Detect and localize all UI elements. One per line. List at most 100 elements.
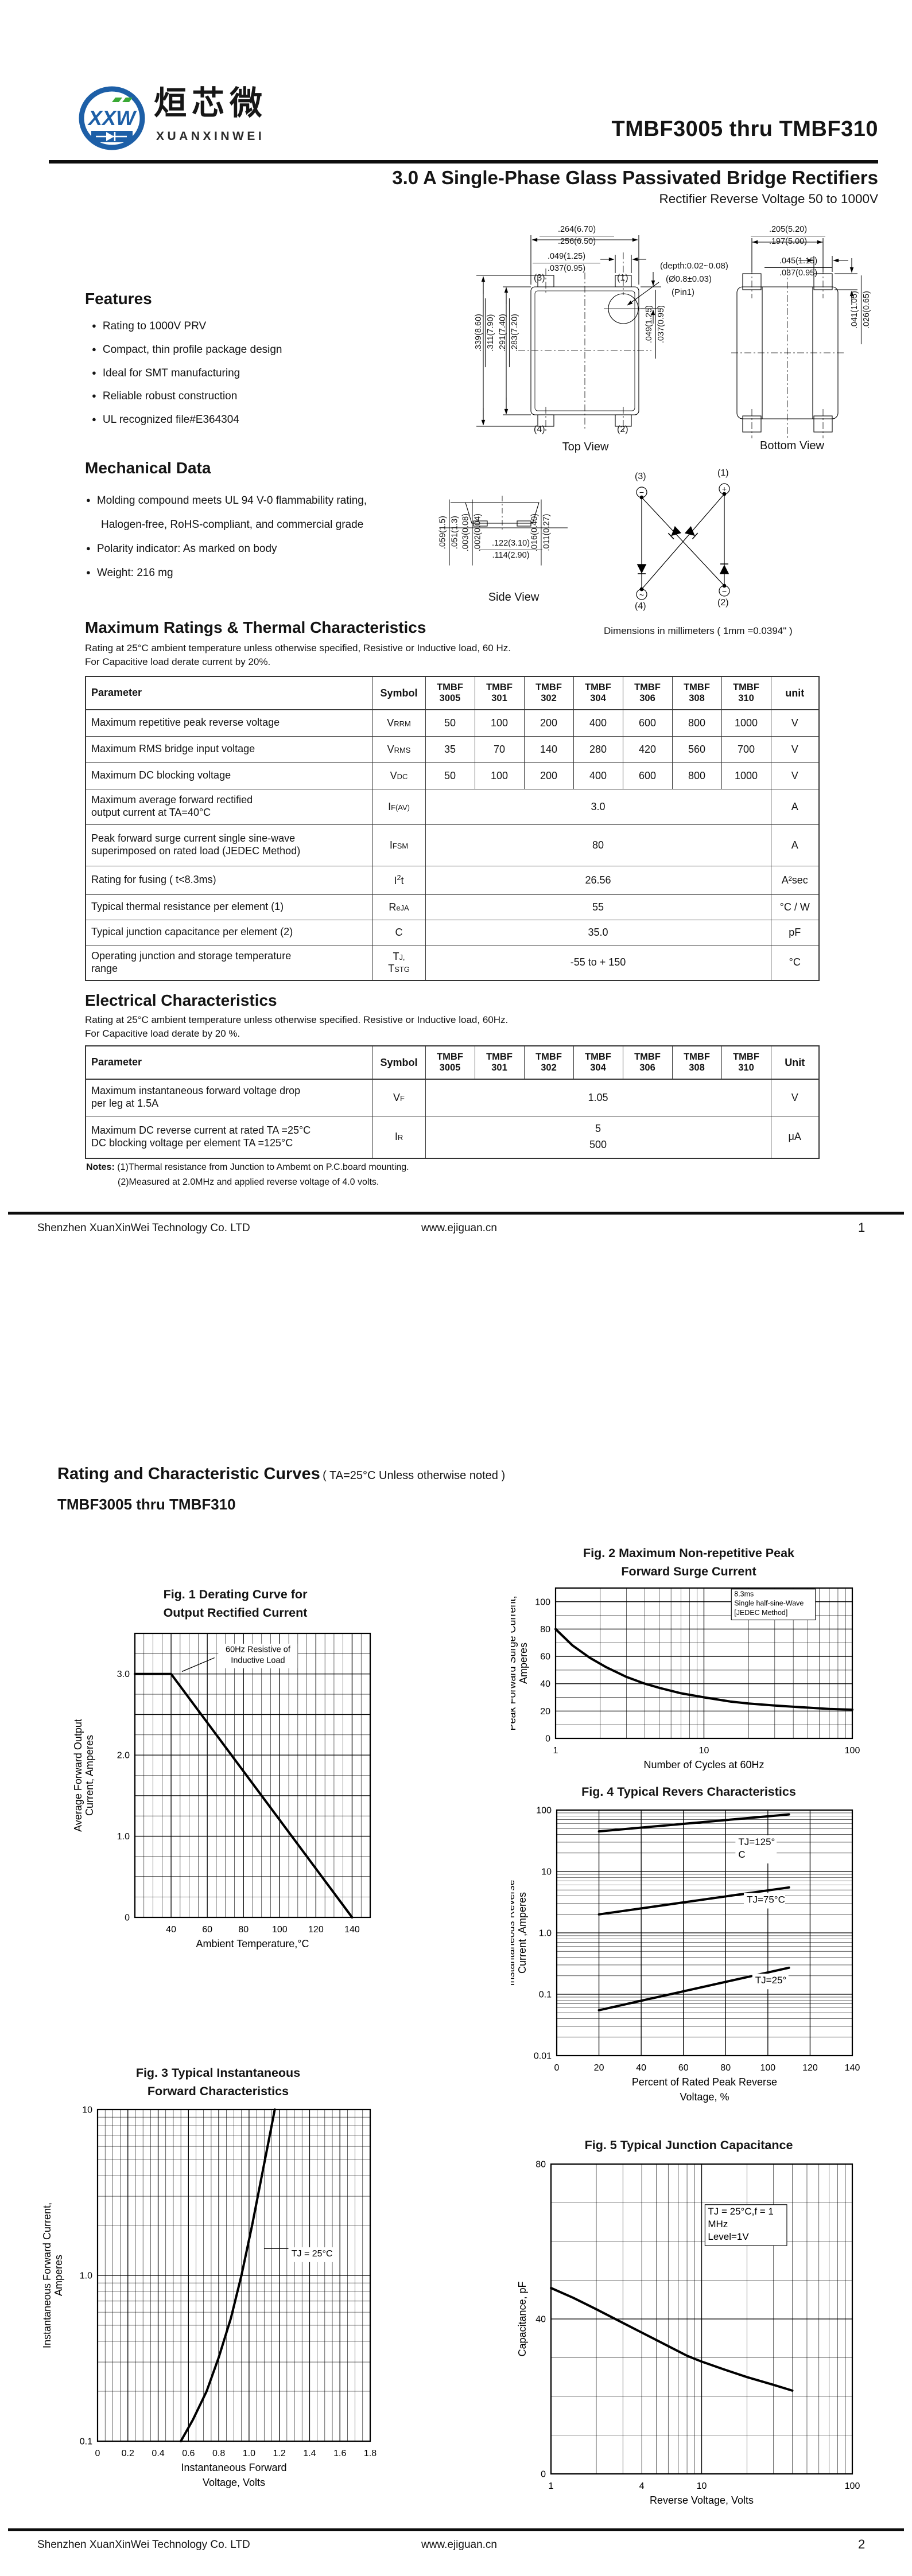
bullet-icon: ●	[86, 568, 91, 577]
side-view-label: Side View	[488, 591, 540, 604]
svg-text:1: 1	[549, 2481, 554, 2491]
svg-text:10: 10	[82, 2106, 92, 2115]
svg-text:0: 0	[95, 2449, 100, 2458]
bullet-icon: ●	[92, 415, 96, 423]
dimensions-note: Dimensions in millimeters ( 1mm =0.0394"…	[604, 625, 793, 636]
ratings-heading: Maximum Ratings & Thermal Characteristic…	[85, 618, 426, 636]
cell-unit: °C / W	[770, 894, 820, 920]
cell-parameter: Maximum average forward rectified output …	[85, 788, 373, 825]
sideview-height-dim: .059(1.5) .051(1.3)	[437, 499, 460, 566]
svg-text:1.4: 1.4	[303, 2449, 316, 2458]
cell-value: 100	[474, 762, 525, 789]
topview-width-dim: .264(6.70) .256(6.50)	[540, 224, 614, 247]
cell-unit: pF	[770, 919, 820, 945]
svg-text:120: 120	[308, 1925, 324, 1935]
pin-label-3: (3)	[534, 273, 545, 283]
bottom-view-drawing	[724, 218, 862, 459]
table-row: Rating for fusing ( t<8.3ms) I2t 26.56 A²se…	[85, 865, 820, 895]
notes-line-1: Notes: (1)Thermal resistance from Juncti…	[86, 1162, 409, 1172]
svg-text:20: 20	[594, 2063, 604, 2073]
spec-table: Parameter Symbol TMBF 3005 TMBF 301 TMBF 302 TMB…	[85, 676, 820, 981]
cell-value: 400	[573, 709, 623, 737]
mechanical-item: ● Weight: 216 mg	[86, 567, 173, 579]
svg-text:Amperes: Amperes	[518, 1643, 529, 1684]
svg-text:Capacitance, pF: Capacitance, pF	[517, 2281, 528, 2356]
cell-parameter: Maximum repetitive peak reverse voltage	[85, 709, 373, 737]
cell-unit: V	[770, 1079, 820, 1116]
svg-text:40: 40	[540, 1679, 550, 1689]
svg-text:Inductive Load: Inductive Load	[231, 1656, 285, 1665]
svg-text:Instantaneous Forward Current,: Instantaneous Forward Current,	[41, 2203, 53, 2348]
header-rule	[49, 160, 878, 164]
col-parameter: Parameter	[85, 676, 373, 710]
cell-value: 560	[672, 736, 722, 763]
svg-text:0.4: 0.4	[152, 2449, 164, 2458]
cell-value-span: -55 to + 150	[425, 944, 771, 981]
cell-symbol: VDC	[372, 762, 426, 789]
cell-value: 50	[425, 709, 475, 737]
side-view-geometry	[443, 496, 568, 530]
table-row: Maximum average forward rectified output …	[85, 788, 820, 825]
cell-unit: °C	[770, 944, 820, 981]
bullet-icon: ●	[92, 391, 96, 400]
cell-parameter: Maximum DC reverse current at rated TA =…	[85, 1115, 373, 1159]
cell-unit: A²sec	[770, 865, 820, 895]
top-view-geometry	[476, 235, 661, 433]
col-model: TMBF 304	[573, 676, 623, 710]
cell-value: 140	[523, 736, 574, 763]
cell-value: 200	[523, 709, 574, 737]
features-heading: Features	[85, 290, 152, 308]
cell-value-span: 55	[425, 894, 771, 920]
footer-rule	[8, 1212, 904, 1215]
axis-ticks: 1 4 10 100 80 40 0	[535, 2160, 860, 2492]
svg-text:[JEDEC Method]: [JEDEC Method]	[734, 1609, 787, 1617]
col-model: TMBF 3005	[425, 1045, 475, 1080]
ratings-condition-2: For Capacitive load derate current by 20…	[85, 656, 271, 667]
topview-pin-dim: .049(1.25) .037(0.95)	[533, 251, 600, 274]
series-Cj	[550, 2287, 794, 2392]
cell-value-span: 80	[425, 824, 771, 866]
svg-text:0.6: 0.6	[182, 2449, 195, 2458]
cell-symbol: IFSM	[372, 824, 426, 866]
electrical-table-mount: Parameter Symbol TMBF 3005 TMBF 301 TMBF 302 TMB…	[85, 1045, 820, 1159]
notes-line-2: (2)Measured at 2.0MHz and applied revers…	[118, 1177, 379, 1187]
cell-parameter: Peak forward surge current single sine-w…	[85, 824, 373, 866]
bullet-icon: ●	[86, 496, 91, 504]
svg-text:TJ = 25°C,f = 1: TJ = 25°C,f = 1	[708, 2206, 774, 2217]
series-TJ=125°C	[597, 1813, 790, 1833]
topview-pin-right-dim: .049(1.25) .037(0.95)	[643, 290, 667, 359]
feature-item: ● Rating to 1000V PRV	[92, 320, 207, 332]
top-view-drawing	[459, 218, 666, 459]
col-model: TMBF 302	[523, 1045, 574, 1080]
footer-company: Shenzhen XuanXinWei Technology Co. LTD	[37, 2539, 250, 2551]
cell-value: 200	[523, 762, 574, 789]
svg-text:Instantaneous Forward: Instantaneous Forward	[181, 2462, 286, 2473]
cell-unit: A	[770, 824, 820, 866]
cell-value: 400	[573, 762, 623, 789]
svg-text:60: 60	[540, 1652, 550, 1662]
svg-text:60: 60	[202, 1925, 212, 1935]
curves-heading: Rating and Characteristic Curves ( TA=25…	[57, 1465, 506, 1483]
svg-text:2.0: 2.0	[117, 1751, 130, 1761]
page-number: 1	[858, 1220, 866, 1235]
fig2-svg: 8.3ms Single half-sine-Wave[JEDEC Method]…	[506, 1587, 860, 1770]
mechanical-item: Halogen-free, RoHS-compliant, and commer…	[101, 519, 364, 531]
cell-parameter: Typical thermal resistance per element (…	[85, 894, 373, 920]
cell-parameter: Operating junction and storage temperatu…	[85, 944, 373, 981]
svg-text:0: 0	[541, 2470, 546, 2480]
schematic-pin-2: (2)	[717, 598, 729, 608]
table-row: Maximum repetitive peak reverse voltage V…	[85, 709, 820, 737]
svg-text:1.0: 1.0	[80, 2271, 92, 2281]
svg-text:TJ=25°: TJ=25°	[755, 1975, 787, 1986]
ratings-condition-1: Rating at 25°C ambient temperature unles…	[85, 643, 511, 653]
bottomview-pin-dim: .045(1.15) .037(0.95)	[764, 256, 832, 279]
bridge-schematic: − + ~ ~	[620, 483, 746, 604]
table-row: Operating junction and storage temperatu…	[85, 944, 820, 981]
svg-text:MHz: MHz	[708, 2219, 728, 2229]
fig5-title: Fig. 5 Typical Junction Capacitance	[584, 2138, 793, 2152]
col-model: TMBF 301	[474, 1045, 525, 1080]
cell-value: 800	[672, 762, 722, 789]
cell-value-span: 3.0	[425, 788, 771, 825]
cell-value: 35	[425, 736, 475, 763]
